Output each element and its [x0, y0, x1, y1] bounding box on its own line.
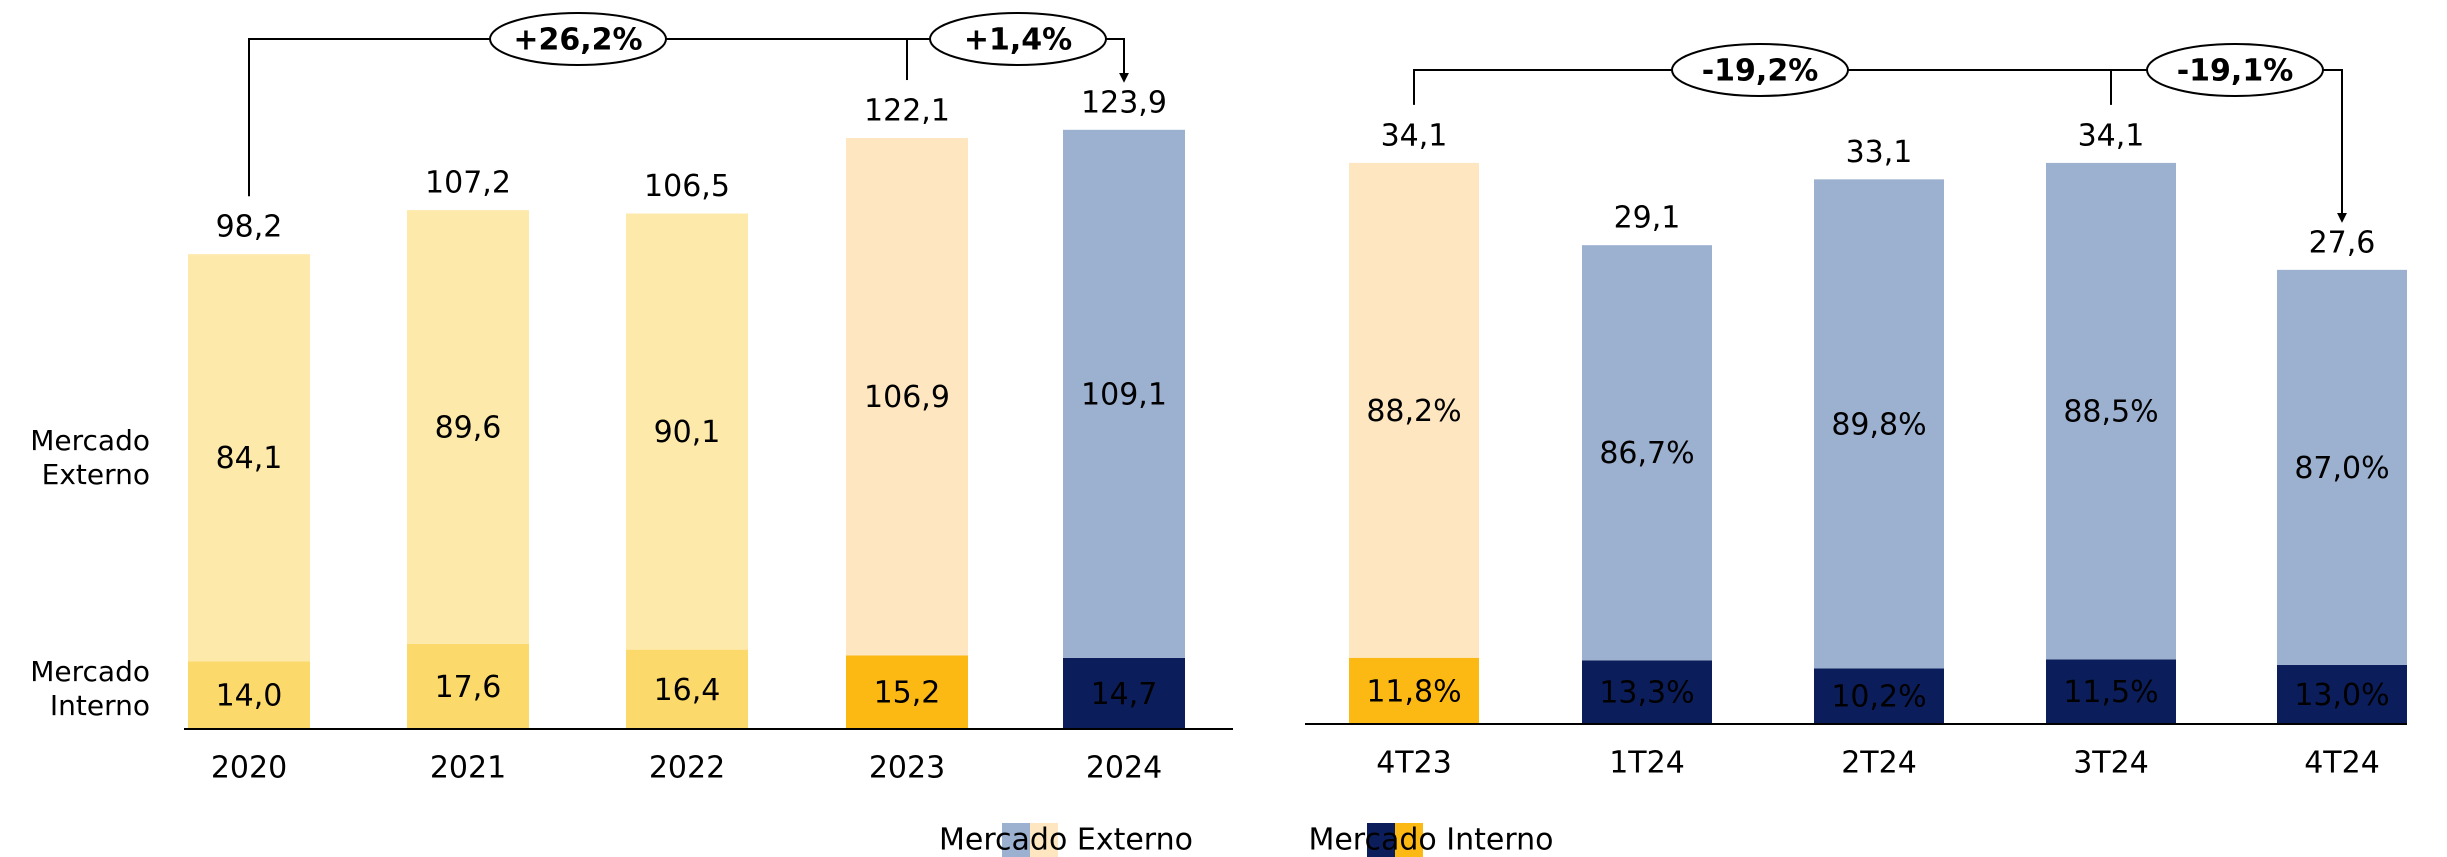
bar-segment — [188, 661, 310, 729]
x-tick-label: 2024 — [1086, 751, 1162, 786]
bar-segment — [1063, 657, 1185, 729]
legend-label: Mercado Externo — [939, 823, 1193, 857]
value-label: 11,5% — [2063, 675, 2158, 710]
total-label: 98,2 — [216, 210, 283, 245]
bar-segment — [188, 254, 310, 662]
legend-label: Mercado Interno — [1308, 823, 1553, 857]
x-tick-label: 2021 — [430, 751, 506, 786]
annotation-bubble — [929, 12, 1107, 66]
value-label: 89,6 — [435, 410, 502, 445]
bar-segment — [846, 655, 968, 729]
value-label: 88,5% — [2063, 395, 2158, 430]
value-label: 84,1 — [216, 441, 283, 476]
bar-segment — [1582, 245, 1712, 661]
value-label: 106,9 — [864, 380, 950, 415]
x-tick-label: 2020 — [211, 751, 287, 786]
bar-segment — [1814, 179, 1944, 669]
legend-swatch — [1002, 823, 1030, 857]
total-label: 34,1 — [1381, 118, 1448, 153]
bar-segment — [407, 643, 529, 729]
x-tick-label: 2023 — [869, 751, 945, 786]
bar-segment — [626, 649, 748, 729]
value-label: 109,1 — [1081, 377, 1167, 412]
value-label: 10,2% — [1831, 680, 1926, 715]
bar-segment — [1349, 657, 1479, 724]
annotation-bubble — [489, 12, 667, 66]
annotation: +1,4% — [964, 23, 1072, 58]
value-label: 14,0 — [216, 679, 283, 714]
value-label: 89,8% — [1831, 407, 1926, 442]
legend-swatch — [1367, 823, 1395, 857]
total-label: 107,2 — [425, 166, 511, 201]
bar-segment — [407, 210, 529, 644]
value-label: 11,8% — [1366, 674, 1461, 709]
value-label: 15,2 — [874, 676, 941, 711]
bar-segment — [2277, 664, 2407, 724]
side-label: Mercado Externo — [30, 424, 150, 491]
bar-segment — [2046, 162, 2176, 660]
annotation: -19,2% — [1702, 54, 1819, 89]
bar-segment — [1349, 162, 1479, 658]
bar-segment — [1814, 668, 1944, 724]
bar-segment — [846, 138, 968, 656]
x-tick-label: 2022 — [649, 751, 725, 786]
total-label: 122,1 — [864, 94, 950, 129]
value-label: 14,7 — [1091, 677, 1158, 712]
total-label: 34,1 — [2078, 118, 2145, 153]
total-label: 123,9 — [1081, 85, 1167, 120]
legend-swatch — [1030, 823, 1058, 857]
value-label: 87,0% — [2294, 451, 2389, 486]
bar-segment — [2046, 659, 2176, 724]
value-label: 13,0% — [2294, 678, 2389, 713]
value-label: 88,2% — [1366, 394, 1461, 429]
annotation: +26,2% — [513, 23, 642, 58]
bracket — [1413, 69, 2347, 223]
value-label: 86,7% — [1599, 436, 1694, 471]
total-label: 29,1 — [1614, 201, 1681, 236]
side-label: Mercado Interno — [30, 655, 150, 722]
x-tick-label: 4T23 — [1376, 746, 1452, 781]
value-label: 16,4 — [654, 673, 721, 708]
annotation-bubble — [1671, 43, 1849, 97]
bar-segment — [2277, 269, 2407, 665]
x-tick-label: 3T24 — [2073, 746, 2149, 781]
bar-segment — [1063, 129, 1185, 658]
annotation-bubble — [2146, 43, 2324, 97]
bar-segment — [626, 213, 748, 650]
x-tick-label: 1T24 — [1609, 746, 1685, 781]
value-label: 90,1 — [654, 415, 721, 450]
value-label: 17,6 — [435, 670, 502, 705]
total-label: 106,5 — [644, 169, 730, 204]
bar-segment — [1582, 660, 1712, 724]
legend-swatch — [1395, 823, 1423, 857]
total-label: 33,1 — [1846, 135, 1913, 170]
value-label: 13,3% — [1599, 676, 1694, 711]
bracket — [248, 38, 1129, 197]
annotation: -19,1% — [2177, 54, 2294, 89]
x-tick-label: 2T24 — [1841, 746, 1917, 781]
total-label: 27,6 — [2309, 225, 2376, 260]
x-tick-label: 4T24 — [2304, 746, 2380, 781]
